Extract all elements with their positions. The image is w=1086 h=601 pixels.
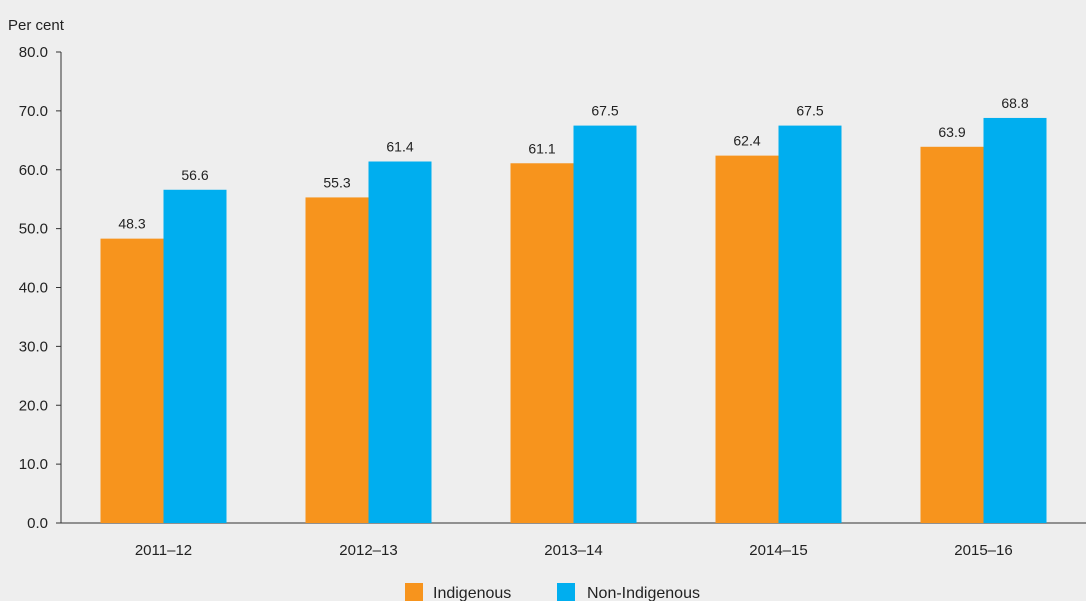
y-tick-label: 60.0 bbox=[19, 162, 48, 179]
legend: Indigenous Non-Indigenous bbox=[405, 583, 700, 601]
data-label-indigenous: 48.3 bbox=[118, 216, 145, 232]
y-tick-label: 20.0 bbox=[19, 397, 48, 414]
y-tick-label: 10.0 bbox=[19, 456, 48, 473]
bar-non-indigenous bbox=[163, 189, 227, 523]
axes: 0.0 10.0 20.0 30.0 40.0 50.0 60.0 70.0 80.0 2011–… bbox=[19, 44, 1086, 559]
data-label-indigenous: 61.1 bbox=[528, 140, 555, 156]
bars: 48.3 56.6 55.3 61.4 61.1 67.5 62.4 67.5 63.9 68.8 bbox=[100, 95, 1047, 524]
y-tick-label: 70.0 bbox=[19, 103, 48, 120]
y-tick-label: 50.0 bbox=[19, 221, 48, 238]
data-label-non-indigenous: 56.6 bbox=[181, 167, 208, 183]
x-category-label: 2014–15 bbox=[749, 542, 807, 559]
legend-swatch-indigenous bbox=[405, 583, 423, 601]
x-category-label: 2012–13 bbox=[339, 542, 397, 559]
bar-indigenous bbox=[715, 155, 779, 523]
y-tick-label: 40.0 bbox=[19, 280, 48, 297]
data-label-indigenous: 55.3 bbox=[323, 174, 350, 190]
y-axis-title: Per cent bbox=[8, 17, 65, 34]
data-label-non-indigenous: 67.5 bbox=[796, 103, 823, 119]
x-category-label: 2013–14 bbox=[544, 542, 602, 559]
data-label-non-indigenous: 68.8 bbox=[1001, 95, 1028, 111]
y-tick-label: 30.0 bbox=[19, 338, 48, 355]
data-label-non-indigenous: 67.5 bbox=[591, 103, 618, 119]
bar-indigenous bbox=[305, 197, 369, 523]
data-label-indigenous: 62.4 bbox=[733, 133, 760, 149]
bar-non-indigenous bbox=[778, 125, 842, 523]
x-category-label: 2011–12 bbox=[135, 542, 192, 559]
data-label-indigenous: 63.9 bbox=[938, 124, 965, 140]
data-label-non-indigenous: 61.4 bbox=[386, 139, 413, 155]
x-category-label: 2015–16 bbox=[954, 542, 1012, 559]
bar-indigenous bbox=[920, 146, 984, 523]
bar-non-indigenous bbox=[573, 125, 637, 523]
y-tick-label: 80.0 bbox=[19, 44, 48, 61]
legend-swatch-non-indigenous bbox=[557, 583, 575, 601]
bar-non-indigenous bbox=[983, 117, 1047, 523]
bar-indigenous bbox=[510, 163, 574, 523]
legend-label-indigenous: Indigenous bbox=[433, 585, 511, 601]
legend-label-non-indigenous: Non-Indigenous bbox=[587, 585, 700, 601]
bar-non-indigenous bbox=[368, 161, 432, 523]
y-tick-label: 0.0 bbox=[27, 515, 48, 532]
bar-indigenous bbox=[100, 238, 164, 524]
